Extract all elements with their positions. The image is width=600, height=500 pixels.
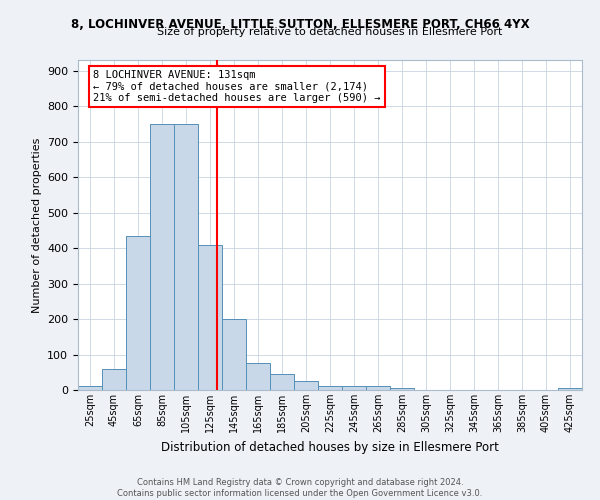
Bar (174, 124, 198, 390)
Bar (78, 386, 102, 390)
Bar (342, 386, 366, 390)
Bar (102, 368, 126, 390)
Bar (126, 236, 150, 390)
Y-axis label: Number of detached properties: Number of detached properties (32, 138, 41, 312)
Text: Contains HM Land Registry data © Crown copyright and database right 2024.
Contai: Contains HM Land Registry data © Crown c… (118, 478, 482, 498)
Bar (318, 386, 342, 390)
Bar (198, 244, 222, 390)
Bar (222, 319, 246, 390)
Bar (270, 374, 294, 390)
Bar (246, 364, 270, 390)
Bar (150, 124, 174, 390)
Bar (558, 388, 582, 390)
Text: 8 LOCHINVER AVENUE: 131sqm
← 79% of detached houses are smaller (2,174)
21% of s: 8 LOCHINVER AVENUE: 131sqm ← 79% of deta… (93, 70, 380, 103)
Bar (366, 386, 390, 390)
Bar (390, 388, 414, 390)
Bar (294, 381, 318, 390)
Title: Size of property relative to detached houses in Ellesmere Port: Size of property relative to detached ho… (157, 27, 503, 37)
X-axis label: Distribution of detached houses by size in Ellesmere Port: Distribution of detached houses by size … (161, 440, 499, 454)
Text: 8, LOCHINVER AVENUE, LITTLE SUTTON, ELLESMERE PORT, CH66 4YX: 8, LOCHINVER AVENUE, LITTLE SUTTON, ELLE… (71, 18, 529, 30)
